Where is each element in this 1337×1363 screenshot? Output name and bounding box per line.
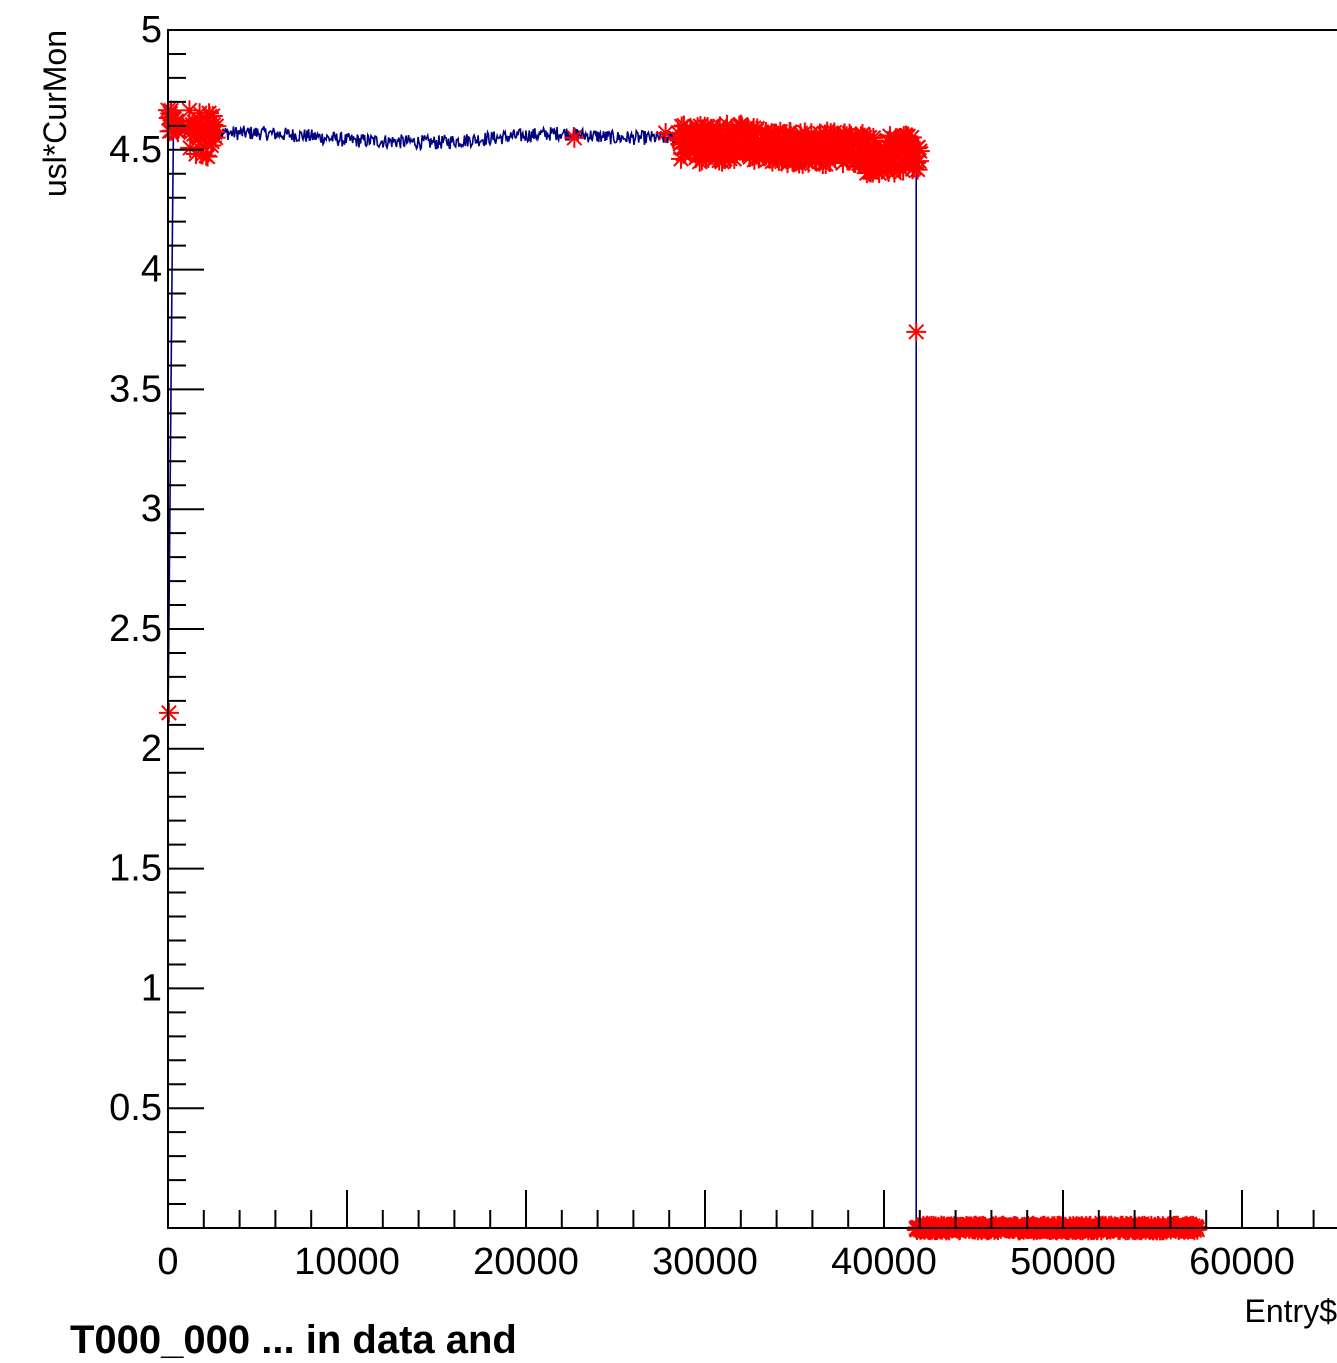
series-layer — [158, 100, 1332, 1241]
data-point — [909, 141, 930, 162]
data-point — [655, 123, 676, 144]
y-tick-label: 0.5 — [109, 1087, 162, 1129]
y-tick-label: 1 — [141, 967, 162, 1009]
marker-cluster — [748, 121, 877, 175]
y-tick-label: 4.5 — [109, 129, 162, 171]
data-point — [1187, 1219, 1208, 1240]
y-tick-label: 1.5 — [109, 848, 162, 890]
marker-cluster — [856, 125, 930, 184]
y-tick-label: 3.5 — [109, 368, 162, 410]
axes: 0.5 1 1.5 2 2.5 3 3.5 4 4.5 5 0 10000 20000 30000 4000… — [109, 9, 1337, 1283]
y-tick-label: 3 — [141, 488, 162, 530]
data-point — [197, 146, 218, 167]
x-tick-label: 30000 — [652, 1241, 758, 1283]
series-line — [167, 123, 1332, 1229]
y-tick-label: 4 — [141, 249, 162, 291]
y-tick-label: 2.5 — [109, 608, 162, 650]
x-axis-label: Entry$ — [1245, 1293, 1337, 1329]
y-tick-label: 2 — [141, 728, 162, 770]
x-tick-label: 50000 — [1010, 1241, 1116, 1283]
data-point — [789, 149, 810, 170]
x-tick-label: 0 — [157, 1241, 178, 1283]
x-tick-label: 40000 — [831, 1241, 937, 1283]
data-point — [206, 116, 227, 137]
marker-cluster — [179, 100, 227, 167]
x-tick-label: 10000 — [294, 1241, 400, 1283]
plot-frame — [167, 29, 1337, 1229]
x-tick-label: 20000 — [473, 1241, 579, 1283]
page-title: T000_000 ... in data and — [70, 1318, 517, 1362]
y-axis-label: usl*CurMon — [37, 30, 73, 197]
data-point — [906, 321, 927, 342]
y-tick-label: 5 — [141, 9, 162, 51]
x-tick-label: 60000 — [1189, 1241, 1295, 1283]
data-point — [564, 127, 585, 148]
